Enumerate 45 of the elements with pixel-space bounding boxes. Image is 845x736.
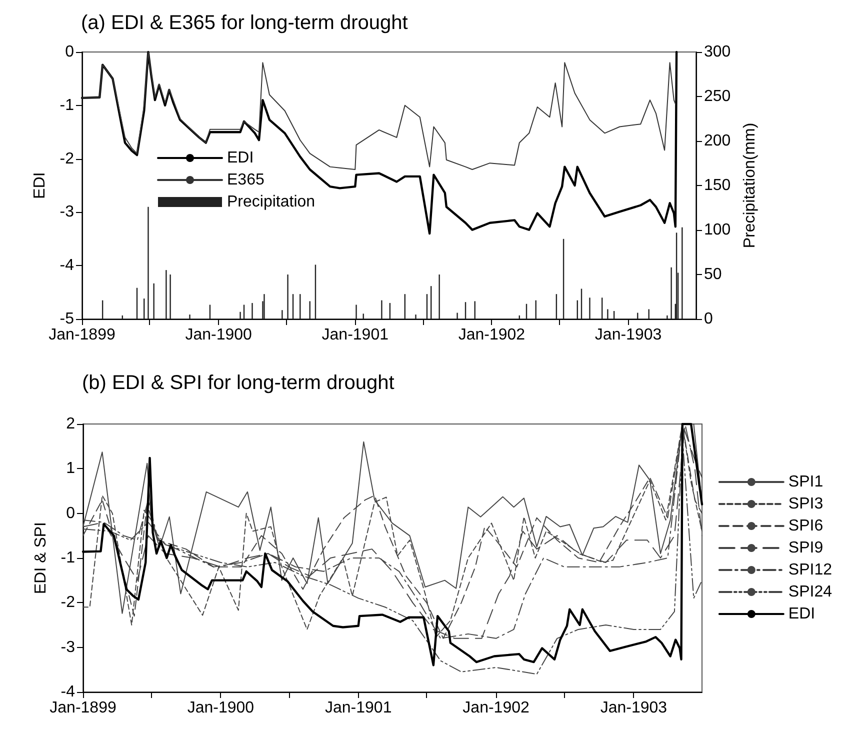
legend-label: EDI (227, 150, 254, 166)
x-tick-label: Jan-1903 (594, 326, 662, 344)
y2-tick-label: 300 (704, 44, 731, 60)
y2-tick-label: 250 (704, 88, 731, 105)
y2-tick-label: 200 (704, 132, 731, 150)
y-tick-label: 0 (65, 44, 74, 60)
legend-label: SPI3 (788, 496, 824, 512)
y-axis-title: EDI & SPI (32, 522, 50, 594)
legend-label: SPI9 (788, 540, 824, 556)
y-tick-label: -1 (60, 550, 76, 566)
legend-label: SPI1 (788, 474, 824, 490)
chart-title: (a) EDI & E365 for long-term drought (81, 12, 408, 34)
y-tick-label: 0 (66, 504, 76, 522)
x-tick-label: Jan-1903 (600, 700, 668, 716)
chart-title: (b) EDI & SPI for long-term drought (82, 372, 395, 394)
legend-label: E365 (227, 172, 264, 188)
x-tick-label: Jan-1899 (48, 326, 116, 344)
x-tick-label: Jan-1900 (185, 326, 252, 344)
y-tick-label: -2 (60, 150, 74, 168)
x-tick-label: Jan-1901 (322, 326, 389, 344)
legend-label: SPI6 (788, 518, 824, 534)
legend-label: SPI24 (788, 584, 832, 600)
x-tick-label: Jan-1900 (187, 700, 254, 716)
x-tick-label: Jan-1902 (458, 326, 526, 344)
legend-label: EDI (788, 606, 816, 622)
y2-tick-label: 50 (704, 266, 722, 283)
legend-label: SPI12 (788, 562, 832, 578)
legend-label: Precipitation (227, 194, 316, 210)
y-tick-label: -1 (60, 96, 74, 114)
y-axis-title: EDI (32, 172, 48, 199)
y2-tick-label: 0 (704, 310, 713, 328)
y-tick-label: 1 (66, 460, 76, 478)
y2-axis-title: Precipitation(mm) (742, 122, 758, 248)
y2-tick-label: 100 (704, 222, 731, 238)
x-tick-label: Jan-1899 (50, 700, 116, 716)
y-tick-label: -3 (60, 204, 74, 221)
x-tick-label: Jan-1902 (462, 700, 530, 716)
y-tick-label: -3 (60, 638, 76, 656)
x-tick-label: Jan-1901 (325, 700, 392, 716)
y2-tick-label: 150 (704, 177, 731, 194)
y-tick-label: -2 (60, 594, 76, 612)
y-tick-label: 2 (66, 416, 76, 432)
y-tick-label: -4 (60, 684, 76, 700)
y-tick-label: -4 (60, 257, 74, 274)
y-tick-label: -5 (60, 310, 74, 328)
